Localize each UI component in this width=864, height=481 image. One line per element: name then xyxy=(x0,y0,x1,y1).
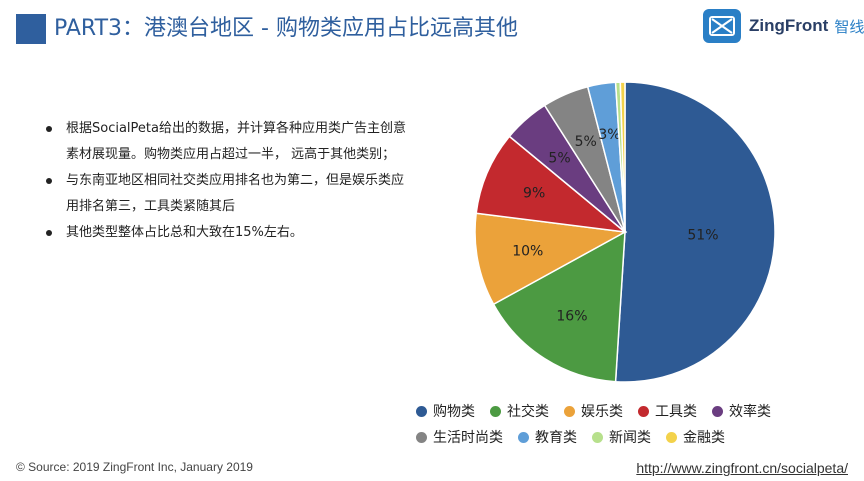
legend-item: 效率类 xyxy=(712,401,771,421)
legend-item: 工具类 xyxy=(638,401,697,421)
legend-item: 新闻类 xyxy=(592,427,651,447)
chart-legend: 购物类 社交类 娱乐类 工具类 效率类 生活时尚类 教育类 新闻类 金融类 xyxy=(416,398,856,450)
slice-data-label: 16% xyxy=(556,309,587,325)
legend-label: 金融类 xyxy=(683,430,725,446)
legend-label: 工具类 xyxy=(655,404,697,420)
slice-data-label: 9% xyxy=(523,186,545,202)
legend-swatch xyxy=(416,431,427,443)
legend-item: 生活时尚类 xyxy=(416,427,503,447)
legend-row: 购物类 社交类 娱乐类 工具类 效率类 xyxy=(416,398,856,424)
slice-data-label: 5% xyxy=(548,151,570,167)
brand-logo: ZingFront 智线 xyxy=(703,9,864,43)
legend-swatch xyxy=(518,431,529,443)
legend-item: 金融类 xyxy=(666,427,725,447)
legend-item: 娱乐类 xyxy=(564,401,623,421)
legend-swatch xyxy=(638,405,649,417)
pie-slice-0 xyxy=(614,81,776,383)
legend-label: 教育类 xyxy=(535,430,577,446)
legend-item: 社交类 xyxy=(490,401,549,421)
pie-slice-1 xyxy=(492,230,626,383)
slice-data-label: 3% xyxy=(598,127,620,143)
legend-label: 娱乐类 xyxy=(581,404,623,420)
legend-item: 购物类 xyxy=(416,401,475,421)
legend-label: 社交类 xyxy=(507,404,549,420)
zingfront-logo-icon xyxy=(703,9,741,43)
title-accent-block xyxy=(16,14,46,44)
legend-label: 购物类 xyxy=(433,404,475,420)
pie-chart: 51%16%10%9%5%5% 3% xyxy=(474,81,776,383)
slice-data-label: 51% xyxy=(687,227,718,243)
page-title: PART3：港澳台地区 - 购物类应用占比远高其他 xyxy=(54,16,518,41)
legend-swatch xyxy=(564,405,575,417)
legend-swatch xyxy=(666,431,677,443)
legend-label: 新闻类 xyxy=(609,430,651,446)
bullet-item: 与东南亚地区相同社交类应用排名也为第二，但是娱乐类应用排名第三，工具类紧随其后 xyxy=(42,168,412,220)
pie-slice-8 xyxy=(619,81,626,233)
legend-label: 效率类 xyxy=(729,404,771,420)
source-url-link[interactable]: http://www.zingfront.cn/socialpeta/ xyxy=(636,460,848,476)
bullet-item: 其他类型整体占比总和大致在15%左右。 xyxy=(42,220,412,246)
source-note: © Source: 2019 ZingFront Inc, January 20… xyxy=(16,460,253,474)
legend-swatch xyxy=(712,405,723,417)
legend-item: 教育类 xyxy=(518,427,577,447)
legend-swatch xyxy=(490,405,501,417)
bullet-item: 根据SocialPeta给出的数据，并计算各种应用类广告主创意素材展现量。购物类… xyxy=(42,116,412,168)
pie-slice-2 xyxy=(474,212,628,306)
legend-label: 生活时尚类 xyxy=(433,430,503,446)
logo-text: ZingFront xyxy=(749,16,829,35)
legend-swatch xyxy=(592,431,603,443)
bullet-list: 根据SocialPeta给出的数据，并计算各种应用类广告主创意素材展现量。购物类… xyxy=(42,116,412,246)
legend-row: 生活时尚类 教育类 新闻类 金融类 xyxy=(416,424,856,450)
logo-text-cn: 智线 xyxy=(834,17,864,36)
pie-slice-3 xyxy=(475,135,628,234)
slice-data-label: 10% xyxy=(512,244,543,260)
legend-swatch xyxy=(416,405,427,417)
slice-data-label: 5% xyxy=(575,134,597,150)
